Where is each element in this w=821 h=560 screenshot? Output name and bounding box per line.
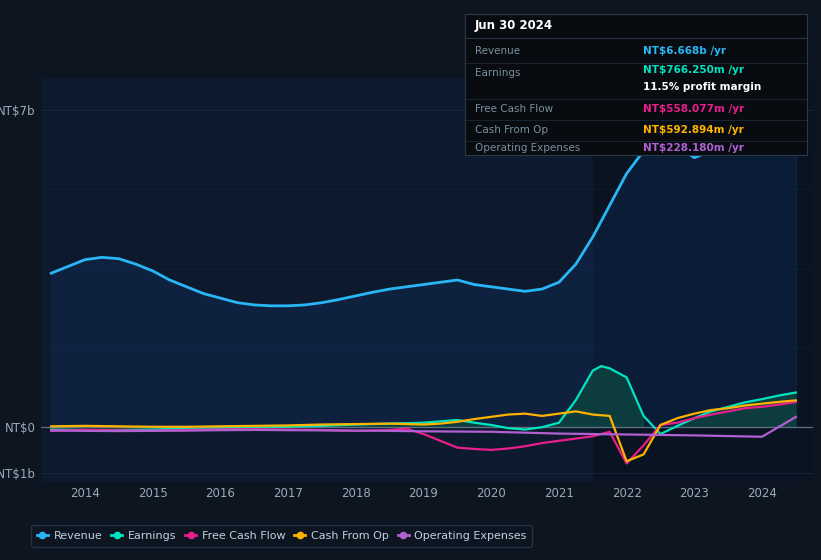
Text: Cash From Op: Cash From Op: [475, 125, 548, 135]
Text: NT$228.180m /yr: NT$228.180m /yr: [643, 143, 744, 153]
Text: Free Cash Flow: Free Cash Flow: [475, 104, 553, 114]
Text: NT$766.250m /yr: NT$766.250m /yr: [643, 66, 744, 76]
Text: NT$592.894m /yr: NT$592.894m /yr: [643, 125, 744, 135]
Text: Jun 30 2024: Jun 30 2024: [475, 19, 553, 32]
Bar: [593, 78, 813, 482]
Text: 11.5% profit margin: 11.5% profit margin: [643, 82, 761, 92]
Text: NT$6.668b /yr: NT$6.668b /yr: [643, 46, 726, 55]
Text: Operating Expenses: Operating Expenses: [475, 143, 580, 153]
Legend: Revenue, Earnings, Free Cash Flow, Cash From Op, Operating Expenses: Revenue, Earnings, Free Cash Flow, Cash …: [31, 525, 532, 547]
Text: NT$558.077m /yr: NT$558.077m /yr: [643, 104, 744, 114]
Text: Earnings: Earnings: [475, 68, 521, 78]
Text: Revenue: Revenue: [475, 46, 520, 55]
